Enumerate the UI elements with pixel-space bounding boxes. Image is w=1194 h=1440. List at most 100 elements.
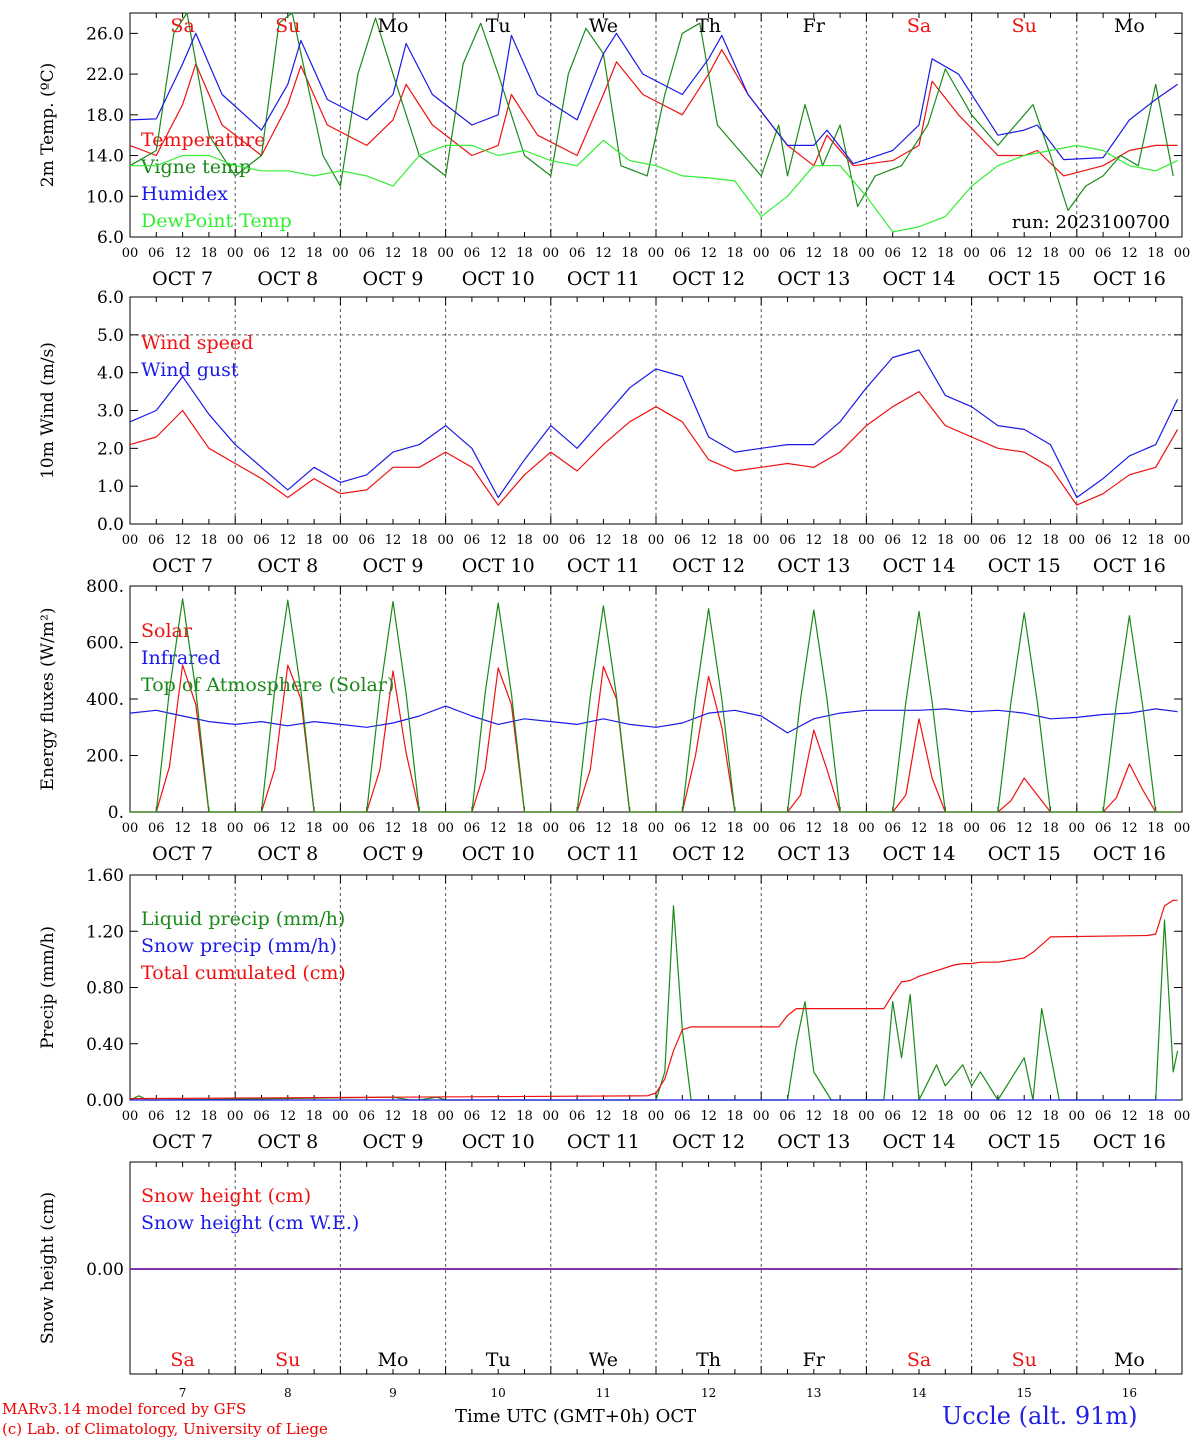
hour-tick-label: 00 [648, 821, 665, 836]
date-label: OCT 15 [988, 1131, 1061, 1153]
date-label: OCT 7 [152, 1131, 213, 1153]
series-line-wind-gust [129, 349, 1179, 499]
hour-tick-label: 00 [227, 1109, 244, 1124]
series-line-top-of-atmosphere-solar- [130, 598, 1178, 813]
date-label: OCT 11 [567, 843, 640, 865]
legend-entry: Snow height (cm) [141, 1185, 311, 1207]
day-name-label: Su [275, 15, 300, 37]
y-tick-label: 1.0 [97, 477, 124, 497]
hour-tick-label: 12 [1121, 533, 1138, 548]
hour-tick-label: 18 [306, 821, 323, 836]
hour-tick-label: 18 [1147, 1109, 1164, 1124]
hour-tick-label: 12 [595, 821, 612, 836]
date-label: OCT 12 [672, 843, 745, 865]
hour-tick-label: 12 [1121, 821, 1138, 836]
hour-tick-label: 12 [490, 1109, 507, 1124]
hour-tick-label: 12 [174, 821, 191, 836]
y-tick-label: 6.0 [97, 228, 124, 248]
day-name-label: Mo [1114, 1349, 1145, 1371]
hour-tick-label: 12 [1016, 533, 1033, 548]
hour-tick-label: 12 [595, 1109, 612, 1124]
hour-tick-label: 18 [727, 821, 744, 836]
hour-tick-label: 18 [832, 821, 849, 836]
y-tick-label: 1.60 [86, 866, 124, 886]
hour-tick-label: 18 [937, 1109, 954, 1124]
hour-tick-label: 06 [464, 821, 481, 836]
hour-tick-label: 00 [437, 821, 454, 836]
date-label: OCT 16 [1093, 843, 1166, 865]
y-axis-label: Energy fluxes (W/m²) [38, 608, 58, 791]
hour-tick-label: 00 [963, 533, 980, 548]
legend-entry: Temperature [141, 129, 265, 151]
hour-tick-label: 12 [1016, 821, 1033, 836]
y-tick-label: 0. [108, 803, 124, 823]
y-tick-label: 0.00 [86, 1091, 124, 1111]
day-name-label: Sa [907, 1349, 931, 1371]
date-label: OCT 12 [672, 555, 745, 577]
hour-tick-label: 06 [1095, 533, 1112, 548]
y-tick-label: 400. [86, 690, 124, 710]
y-tick-label: 2.0 [97, 439, 124, 459]
date-label: OCT 8 [257, 555, 318, 577]
hour-tick-label: 18 [727, 1109, 744, 1124]
hour-tick-label: 06 [990, 533, 1007, 548]
hour-tick-label: 00 [1069, 246, 1086, 261]
hour-tick-label: 00 [753, 821, 770, 836]
hour-tick-label: 00 [753, 1109, 770, 1124]
y-tick-label: 5.0 [97, 326, 124, 346]
hour-tick-label: 00 [648, 246, 665, 261]
hour-tick-label: 18 [832, 246, 849, 261]
hour-tick-label: 00 [227, 246, 244, 261]
hour-tick-label: 12 [911, 246, 928, 261]
hour-tick-label: 12 [700, 533, 717, 548]
y-tick-label: 3.0 [97, 402, 124, 422]
hour-tick-label: 06 [1095, 821, 1112, 836]
hour-tick-label: 00 [1069, 533, 1086, 548]
hour-tick-label: 18 [621, 246, 638, 261]
legend-entry: Wind gust [141, 359, 239, 381]
date-label: OCT 16 [1093, 1131, 1166, 1153]
hour-tick-label: 18 [621, 533, 638, 548]
hour-tick-label: 06 [990, 821, 1007, 836]
hour-tick-label: 06 [674, 246, 691, 261]
hour-tick-label: 18 [621, 821, 638, 836]
date-label: OCT 14 [882, 843, 955, 865]
hour-tick-label: 06 [990, 1109, 1007, 1124]
hour-tick-label: 12 [595, 246, 612, 261]
hour-tick-label: 06 [674, 533, 691, 548]
hour-tick-label: 12 [700, 821, 717, 836]
hour-tick-label: 06 [148, 1109, 165, 1124]
hour-tick-label: 18 [1042, 821, 1059, 836]
hour-tick-label: 06 [884, 821, 901, 836]
hour-tick-label: 00 [648, 533, 665, 548]
hour-tick-label: 12 [280, 1109, 297, 1124]
x-axis-title: Time UTC (GMT+0h) OCT [455, 1406, 697, 1427]
hour-tick-label: 18 [727, 246, 744, 261]
date-label: OCT 10 [462, 1131, 535, 1153]
hour-tick-label: 00 [753, 246, 770, 261]
date-label: OCT 11 [567, 1131, 640, 1153]
y-axis-label: Precip (mm/h) [38, 926, 58, 1049]
hour-tick-label: 12 [385, 533, 402, 548]
hour-tick-label: 00 [1069, 821, 1086, 836]
hour-tick-label: 00 [437, 246, 454, 261]
date-label: OCT 8 [257, 843, 318, 865]
date-label: OCT 10 [462, 555, 535, 577]
y-tick-label: 1.20 [86, 922, 124, 942]
hour-tick-label: 18 [201, 533, 218, 548]
day-name-label: We [589, 15, 618, 37]
hour-tick-label: 06 [569, 1109, 586, 1124]
legend-entry: Snow height (cm W.E.) [141, 1212, 359, 1234]
hour-tick-label: 12 [1121, 246, 1138, 261]
hour-tick-label: 06 [253, 821, 270, 836]
y-tick-label: 6.0 [97, 288, 124, 308]
hour-tick-label: 18 [306, 1109, 323, 1124]
y-tick-label: 26.0 [86, 24, 124, 44]
day-number-label: 10 [491, 1386, 506, 1400]
legend-entry: Liquid precip (mm/h) [141, 908, 345, 930]
legend-entry: Infrared [141, 647, 221, 669]
day-name-label: Fr [803, 15, 826, 37]
hour-tick-label: 06 [464, 1109, 481, 1124]
hour-tick-label: 00 [227, 821, 244, 836]
date-label: OCT 8 [257, 268, 318, 290]
